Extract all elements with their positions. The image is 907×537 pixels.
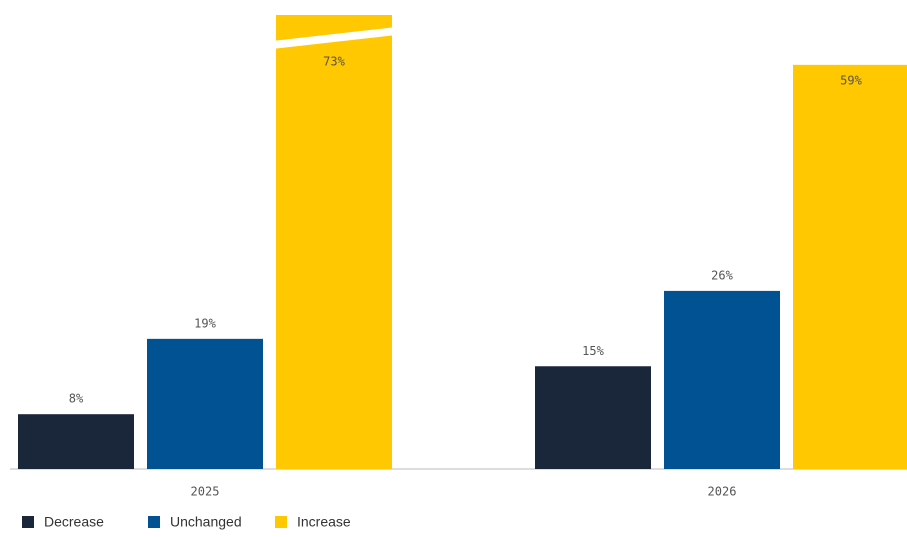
legend-label: Unchanged [170,514,242,530]
bar [276,15,392,469]
value-label: 19% [194,316,216,330]
bar [664,290,780,469]
legend-swatch [148,516,160,528]
value-label: 8% [69,392,84,406]
legend-swatch [22,516,34,528]
axis-break [272,27,396,49]
legend-label: Decrease [44,514,104,530]
value-label: 15% [582,344,604,358]
value-label: 26% [711,268,733,282]
value-label: 73% [323,55,345,69]
legend-swatch [275,516,287,528]
value-label: 59% [840,73,862,87]
bar [793,64,907,469]
x-tick-label: 2026 [708,485,737,499]
bar [147,338,263,469]
legend-label: Increase [297,514,351,530]
bar [535,366,651,469]
x-tick-label: 2025 [191,485,220,499]
bar [18,414,134,469]
